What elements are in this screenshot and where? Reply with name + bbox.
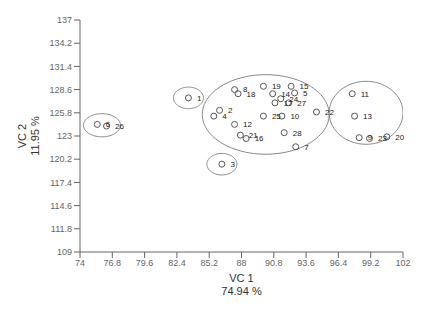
svg-text:82.4: 82.4 (168, 258, 186, 268)
svg-text:23: 23 (378, 134, 387, 143)
svg-text:11: 11 (361, 90, 370, 99)
svg-text:9: 9 (368, 133, 373, 142)
svg-text:137: 137 (57, 15, 72, 25)
svg-text:VC 1: VC 1 (229, 272, 253, 284)
svg-text:120.2: 120.2 (49, 154, 72, 164)
svg-text:5: 5 (303, 88, 308, 98)
svg-text:79.6: 79.6 (136, 258, 154, 268)
svg-text:19: 19 (272, 82, 281, 91)
svg-text:28: 28 (293, 129, 302, 138)
svg-text:11.95 %: 11.95 % (29, 116, 41, 156)
svg-text:21: 21 (249, 131, 258, 140)
svg-text:85.2: 85.2 (200, 258, 218, 268)
svg-text:22: 22 (325, 108, 334, 117)
svg-text:6: 6 (106, 120, 111, 129)
svg-text:16: 16 (254, 134, 264, 144)
svg-text:88: 88 (236, 258, 246, 268)
svg-text:99.2: 99.2 (362, 258, 380, 268)
svg-text:26: 26 (115, 122, 124, 131)
svg-text:24: 24 (289, 94, 299, 104)
svg-text:117.4: 117.4 (50, 178, 72, 188)
svg-text:90.8: 90.8 (265, 258, 283, 268)
svg-text:125.8: 125.8 (49, 108, 72, 118)
svg-text:27: 27 (297, 99, 306, 108)
svg-text:128.6: 128.6 (49, 85, 72, 95)
svg-text:114.6: 114.6 (50, 201, 72, 211)
svg-text:93.6: 93.6 (297, 258, 315, 268)
svg-text:18: 18 (247, 90, 256, 99)
svg-text:2: 2 (228, 106, 233, 115)
svg-text:15: 15 (300, 82, 309, 91)
svg-text:134.2: 134.2 (49, 38, 72, 48)
svg-text:13: 13 (363, 112, 372, 121)
svg-text:17: 17 (283, 98, 293, 108)
svg-text:76.8: 76.8 (104, 258, 122, 268)
svg-text:3: 3 (230, 160, 235, 169)
svg-text:109: 109 (57, 247, 72, 257)
svg-text:123: 123 (57, 131, 72, 141)
svg-text:7: 7 (304, 143, 309, 152)
svg-text:102: 102 (395, 258, 410, 268)
svg-text:74.94 %: 74.94 % (221, 285, 262, 297)
svg-text:25: 25 (272, 112, 281, 121)
svg-text:VC 2: VC 2 (16, 124, 28, 148)
svg-text:14: 14 (281, 89, 291, 99)
svg-text:131.4: 131.4 (49, 62, 72, 72)
svg-text:12: 12 (243, 120, 252, 129)
svg-text:1: 1 (197, 94, 202, 103)
svg-text:74: 74 (75, 258, 85, 268)
svg-text:20: 20 (395, 133, 404, 142)
svg-text:111.8: 111.8 (51, 224, 72, 234)
svg-text:4: 4 (222, 112, 227, 121)
svg-text:10: 10 (290, 112, 299, 121)
svg-text:96.4: 96.4 (330, 258, 348, 268)
